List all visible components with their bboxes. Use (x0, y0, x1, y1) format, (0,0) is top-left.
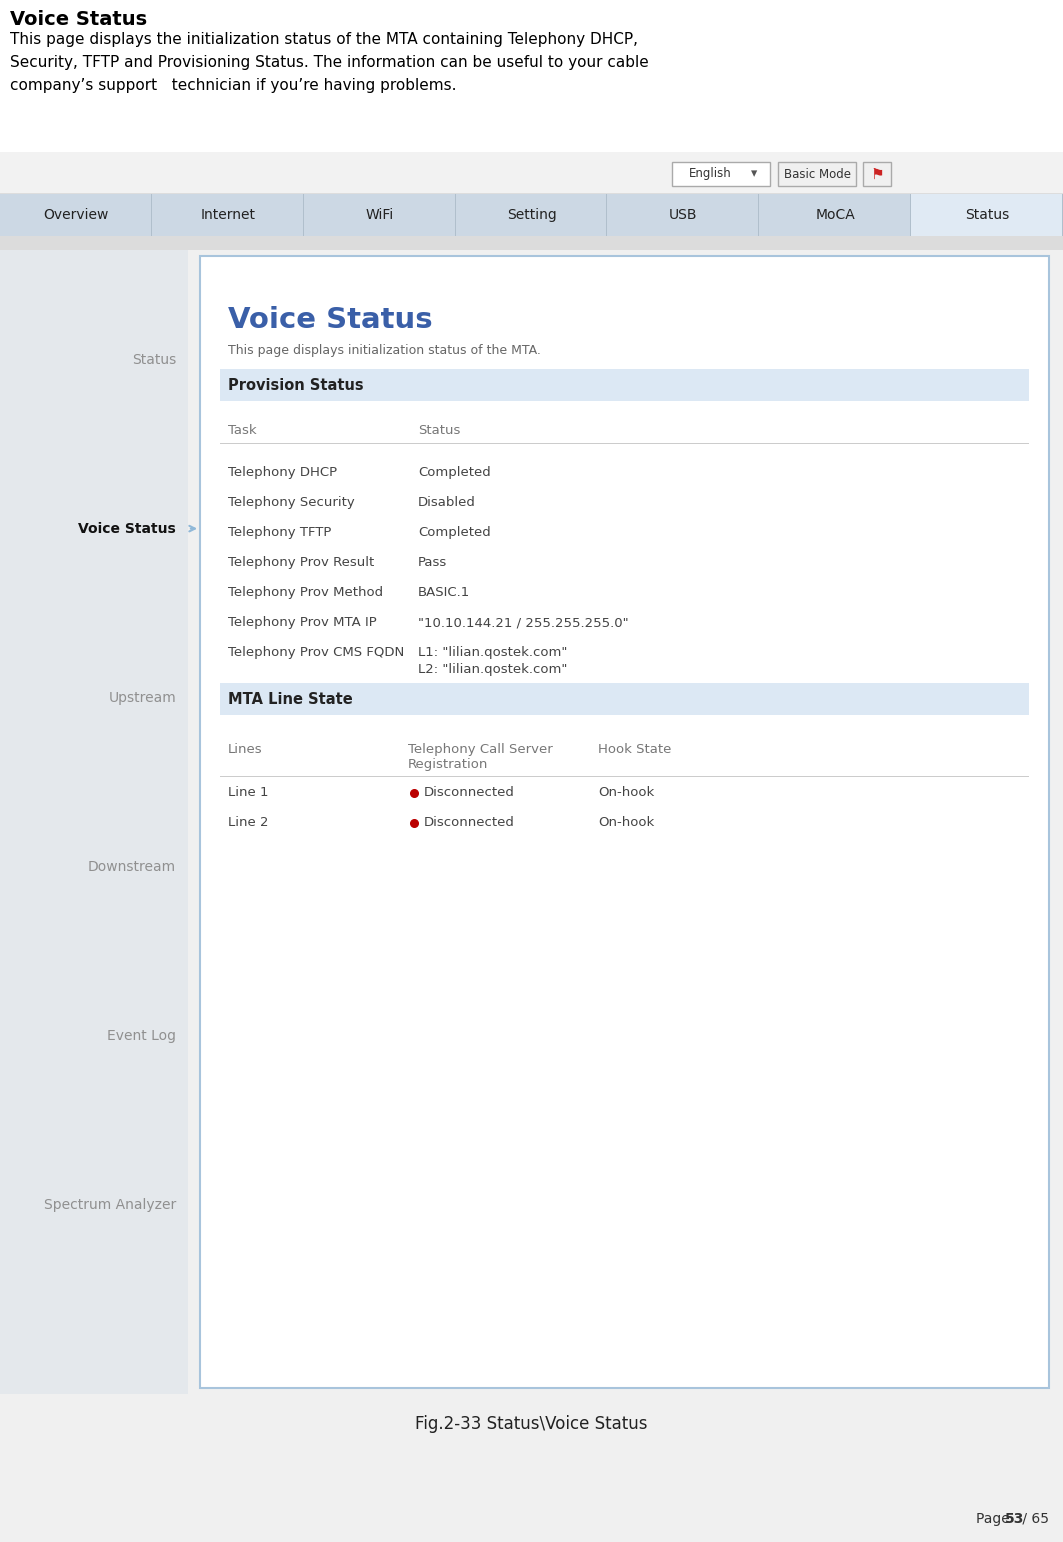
Text: Completed: Completed (418, 466, 491, 480)
Text: Basic Mode: Basic Mode (783, 168, 850, 180)
Text: Voice Status: Voice Status (79, 521, 176, 535)
Text: Disconnected: Disconnected (424, 786, 514, 799)
Text: Page: Page (976, 1513, 1014, 1527)
Text: English: English (689, 168, 731, 180)
Text: Telephony Call Server: Telephony Call Server (408, 743, 553, 756)
Text: Disabled: Disabled (418, 497, 476, 509)
Bar (0, 194, 1063, 236)
Text: Security, TFTP and Provisioning Status. The information can be useful to your ca: Security, TFTP and Provisioning Status. … (10, 56, 648, 69)
FancyBboxPatch shape (863, 162, 891, 187)
Text: / 65: / 65 (1018, 1513, 1049, 1527)
Text: Telephony DHCP: Telephony DHCP (227, 466, 337, 480)
Text: Line 2: Line 2 (227, 817, 269, 830)
Bar (911, 194, 1062, 236)
Text: Line 1: Line 1 (227, 786, 269, 799)
Text: Internet: Internet (200, 208, 255, 222)
Bar (220, 369, 1029, 401)
Bar (759, 194, 910, 236)
Text: Fig.2-33 Status\Voice Status: Fig.2-33 Status\Voice Status (416, 1416, 647, 1433)
Text: This page displays initialization status of the MTA.: This page displays initialization status… (227, 344, 541, 358)
Text: ⚑: ⚑ (871, 167, 883, 182)
Text: "10.10.144.21 / 255.255.255.0": "10.10.144.21 / 255.255.255.0" (418, 615, 628, 629)
Text: 53: 53 (1005, 1513, 1025, 1527)
Text: Completed: Completed (418, 526, 491, 540)
FancyBboxPatch shape (200, 256, 1049, 1388)
Text: Telephony Security: Telephony Security (227, 497, 355, 509)
Text: Upstream: Upstream (108, 691, 176, 705)
Text: Downstream: Downstream (88, 860, 176, 874)
Text: Hook State: Hook State (598, 743, 672, 756)
Text: MTA Line State: MTA Line State (227, 691, 353, 706)
Bar (0, 153, 1063, 194)
Text: ▾: ▾ (750, 168, 757, 180)
Text: USB: USB (669, 208, 697, 222)
Text: Status: Status (418, 424, 460, 438)
Text: Telephony Prov Result: Telephony Prov Result (227, 557, 374, 569)
Text: Task: Task (227, 424, 256, 438)
Text: This page displays the initialization status of the MTA containing Telephony DHC: This page displays the initialization st… (10, 32, 638, 46)
Bar (0, 236, 1063, 250)
Text: Lines: Lines (227, 743, 263, 756)
Bar (220, 683, 1029, 715)
Bar (0, 194, 151, 236)
Text: company’s support   technician if you’re having problems.: company’s support technician if you’re h… (10, 79, 456, 93)
Text: Voice Status: Voice Status (227, 305, 433, 335)
Text: Voice Status: Voice Status (10, 9, 147, 29)
FancyBboxPatch shape (778, 162, 856, 187)
Text: On-hook: On-hook (598, 817, 654, 830)
Text: Overview: Overview (44, 208, 108, 222)
Text: WiFi: WiFi (366, 208, 393, 222)
Text: On-hook: On-hook (598, 786, 654, 799)
Bar (456, 194, 606, 236)
Text: Registration: Registration (408, 759, 488, 771)
Text: Pass: Pass (418, 557, 448, 569)
Bar (0, 250, 188, 1394)
Text: Telephony Prov CMS FQDN: Telephony Prov CMS FQDN (227, 646, 404, 658)
Text: Provision Status: Provision Status (227, 378, 364, 393)
Text: Setting: Setting (507, 208, 556, 222)
Bar (304, 194, 455, 236)
Bar (607, 194, 758, 236)
FancyBboxPatch shape (672, 162, 770, 187)
Text: MoCA: MoCA (815, 208, 855, 222)
Text: BASIC.1: BASIC.1 (418, 586, 470, 598)
Text: Spectrum Analyzer: Spectrum Analyzer (44, 1198, 176, 1212)
Text: Telephony TFTP: Telephony TFTP (227, 526, 332, 540)
Text: Telephony Prov Method: Telephony Prov Method (227, 586, 383, 598)
Text: Event Log: Event Log (107, 1029, 176, 1042)
Text: Disconnected: Disconnected (424, 817, 514, 830)
Bar (0, 0, 1063, 153)
Text: Telephony Prov MTA IP: Telephony Prov MTA IP (227, 615, 376, 629)
Text: Status: Status (965, 208, 1009, 222)
Text: L1: "lilian.qostek.com": L1: "lilian.qostek.com" (418, 646, 568, 658)
Text: L2: "lilian.qostek.com": L2: "lilian.qostek.com" (418, 663, 568, 675)
Bar (152, 194, 303, 236)
Text: Status: Status (132, 353, 176, 367)
